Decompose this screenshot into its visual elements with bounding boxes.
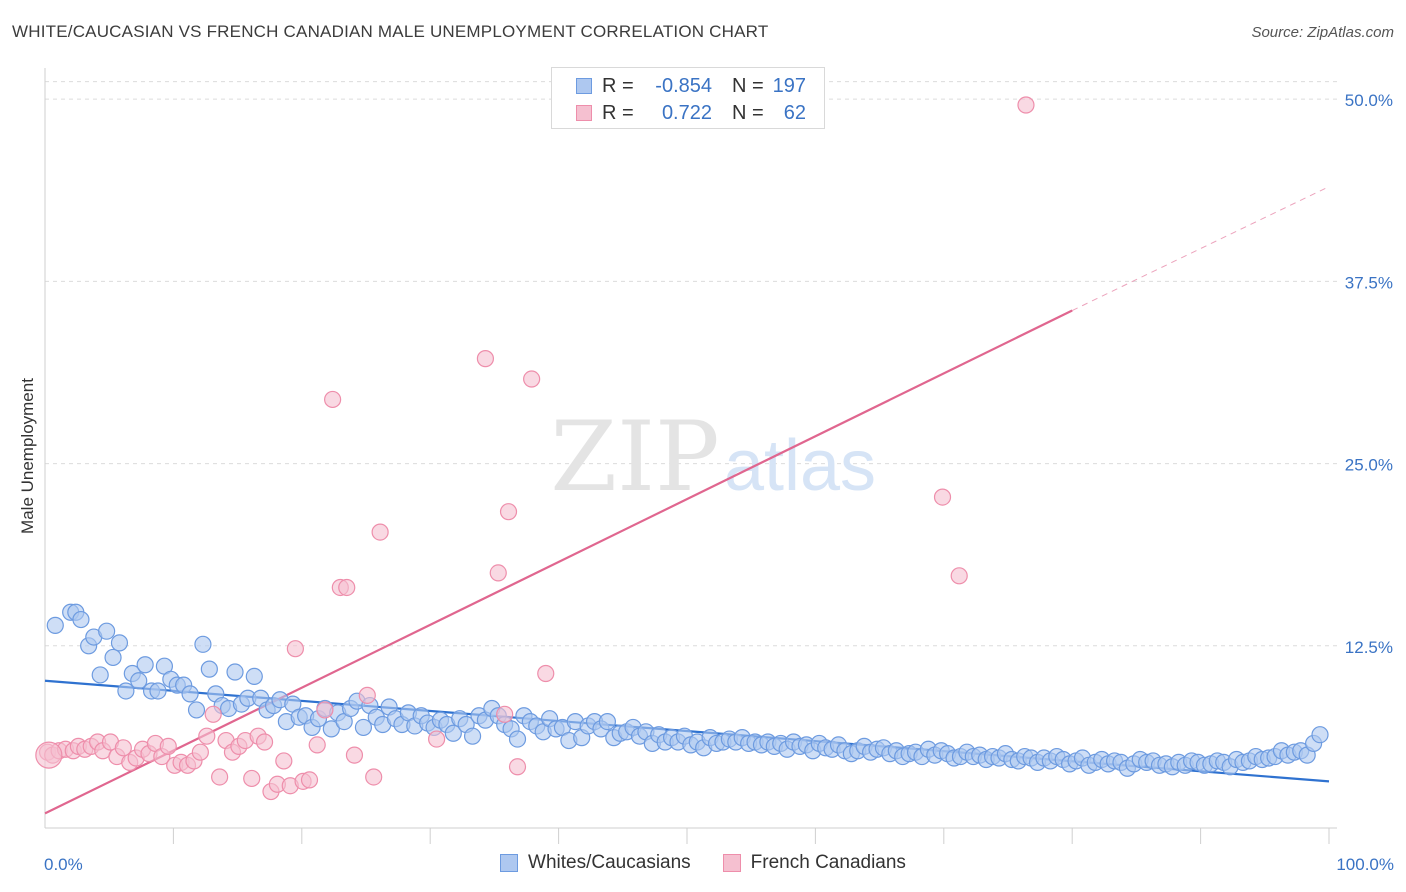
point-french [338, 578, 356, 597]
point-french [211, 768, 229, 786]
point-french [159, 737, 177, 755]
point-french [476, 350, 495, 368]
y-tick-label: 50.0% [1345, 91, 1393, 110]
legend-stats: R = -0.854 N = 197 R = 0.722 N = 62 [551, 67, 825, 129]
point-white [72, 610, 90, 629]
watermark-atlas: atlas [724, 426, 876, 506]
point-french [275, 752, 293, 770]
point-french [286, 640, 304, 658]
point-french [300, 771, 319, 789]
legend-r-value: 0.722 [661, 101, 712, 124]
point-french [358, 686, 376, 704]
legend-row-french: R = 0.722 N = 62 [576, 100, 806, 126]
point-french [1017, 96, 1035, 114]
point-white [598, 712, 616, 731]
point-white [1311, 726, 1329, 744]
point-french [191, 743, 209, 761]
legend-r-label: R = [602, 74, 634, 97]
point-white [110, 634, 129, 652]
point-white [463, 727, 482, 745]
point-french [523, 370, 541, 388]
legend-series-name: Whites/Caucasians [528, 852, 691, 873]
point-french [489, 564, 507, 582]
y-tick-label: 12.5% [1345, 638, 1393, 657]
point-white [226, 663, 244, 681]
point-white [354, 718, 373, 737]
point-french [950, 567, 968, 585]
point-white [322, 720, 340, 738]
point-white [200, 660, 218, 678]
point-white [187, 701, 206, 719]
point-french [428, 730, 446, 748]
watermark: ZIP atlas [550, 401, 876, 513]
x-tick-label: 0.0% [44, 855, 83, 874]
point-french [308, 736, 326, 754]
point-french [114, 739, 132, 757]
y-tick-label: 25.0% [1345, 456, 1393, 475]
legend-row-whites: R = -0.854 N = 197 [576, 73, 806, 99]
point-french [204, 705, 222, 723]
x-tick-label: 100.0% [1336, 855, 1394, 874]
point-french [35, 741, 63, 769]
legend-series-name: French Canadians [750, 852, 906, 873]
chart-title: WHITE/CAUCASIAN VS FRENCH CANADIAN MALE … [12, 22, 769, 41]
legend-n-value: 62 [783, 101, 806, 124]
trend-lines [44, 186, 1330, 815]
legend-series: Whites/Caucasians French Canadians [0, 852, 1406, 874]
watermark-zip: ZIP [550, 401, 719, 513]
axes [44, 68, 1337, 844]
y-tick-label: 37.5% [1345, 273, 1393, 292]
data-points [35, 96, 1329, 801]
legend-swatch-blue [500, 854, 519, 872]
point-white [130, 672, 148, 690]
legend-n-value: 197 [772, 74, 806, 97]
point-french [496, 705, 514, 723]
legend-r-label: R = [602, 101, 634, 124]
source-label: Source: ZipAtlas.com [1251, 24, 1394, 41]
point-white [104, 648, 122, 667]
trend-line-french [44, 309, 1073, 815]
point-white [508, 730, 527, 748]
tick-labels: 12.5% 25.0% 37.5% 50.0% 0.0% 100.0% [44, 91, 1394, 874]
point-french [243, 769, 261, 788]
grid-lines [45, 81, 1337, 647]
point-french [537, 664, 555, 683]
legend-swatch-blue [576, 78, 592, 94]
legend-swatch-pink [576, 105, 592, 121]
point-french [198, 727, 216, 745]
legend-n-label: N = [732, 101, 764, 124]
point-french [933, 488, 952, 506]
point-french [365, 768, 383, 786]
point-french [255, 733, 274, 751]
point-white [91, 666, 109, 684]
point-white [98, 622, 116, 640]
point-french [316, 701, 334, 719]
trend-extension-french [1071, 186, 1330, 311]
legend-r-value: -0.854 [655, 74, 712, 97]
point-french [345, 746, 364, 764]
point-white [136, 656, 154, 674]
point-french [324, 390, 342, 409]
point-white [117, 682, 135, 700]
point-white [194, 635, 212, 653]
point-white [46, 616, 64, 634]
point-white [149, 682, 167, 700]
legend-item-whites[interactable]: Whites/Caucasians [500, 852, 691, 874]
point-french [499, 503, 518, 521]
legend-swatch-pink [722, 854, 741, 872]
point-french [508, 758, 527, 776]
point-white [181, 685, 199, 703]
point-white [245, 667, 263, 686]
legend-n-label: N = [732, 74, 764, 97]
point-french [371, 523, 389, 541]
legend-item-french[interactable]: French Canadians [722, 852, 906, 874]
point-white [444, 724, 462, 742]
